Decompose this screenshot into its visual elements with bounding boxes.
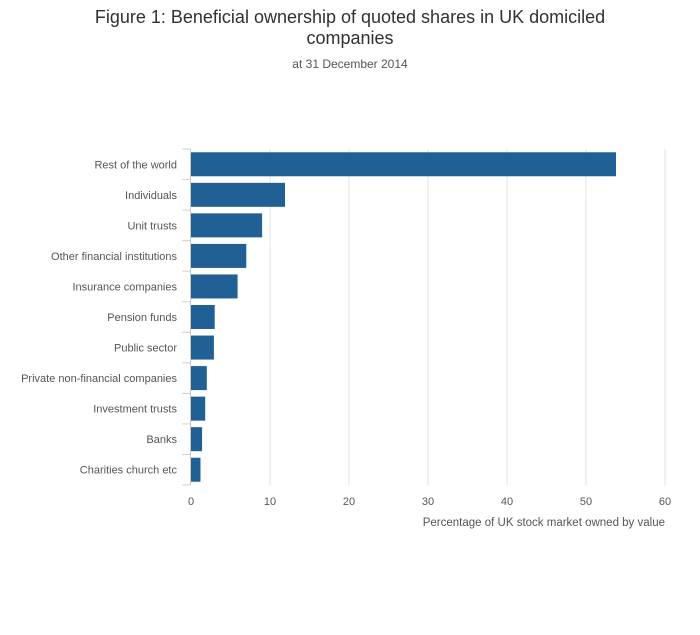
- category-label: Charities church etc: [80, 465, 178, 477]
- x-tick-label: 20: [343, 496, 355, 508]
- bar: [191, 396, 206, 421]
- x-tick-label: 30: [422, 496, 434, 508]
- x-tick-label: 40: [501, 496, 513, 508]
- category-label: Insurance companies: [72, 281, 177, 293]
- category-label: Pension funds: [107, 312, 177, 324]
- bar: [191, 305, 215, 329]
- chart-subtitle: at 31 December 2014: [292, 57, 408, 71]
- x-tick-label: 10: [264, 496, 276, 508]
- category-label: Private non-financial companies: [21, 373, 177, 385]
- category-labels: Rest of the world Individuals Unit trusts O…: [21, 159, 177, 476]
- bar: [191, 427, 203, 452]
- category-label: Banks: [146, 434, 177, 446]
- bars: [191, 152, 617, 482]
- x-axis-title: Percentage of UK stock market owned by v…: [423, 517, 665, 529]
- bar: [191, 213, 263, 238]
- category-label: Rest of the world: [94, 159, 177, 171]
- x-tick-labels: 0 10 20 30 40 50 60: [188, 496, 671, 508]
- bar: [191, 152, 617, 177]
- bar: [191, 366, 207, 391]
- x-tick-label: 60: [659, 496, 671, 508]
- chart-title: Figure 1: Beneficial ownership of quoted…: [0, 7, 700, 49]
- category-label: Individuals: [125, 190, 177, 202]
- axes: [182, 148, 191, 486]
- bar: [191, 274, 238, 299]
- bar: [191, 335, 214, 360]
- x-tick-label: 0: [188, 496, 194, 508]
- bar: [191, 457, 201, 482]
- chart-title-text: Figure 1: Beneficial ownership of quoted…: [94, 7, 606, 48]
- gridlines: [269, 149, 666, 485]
- category-label: Other financial institutions: [51, 251, 177, 263]
- bar: [191, 243, 247, 268]
- category-label: Public sector: [114, 343, 177, 355]
- bar: [191, 182, 286, 207]
- category-label: Investment trusts: [93, 404, 177, 416]
- x-tick-label: 50: [580, 496, 592, 508]
- category-label: Unit trusts: [127, 220, 177, 232]
